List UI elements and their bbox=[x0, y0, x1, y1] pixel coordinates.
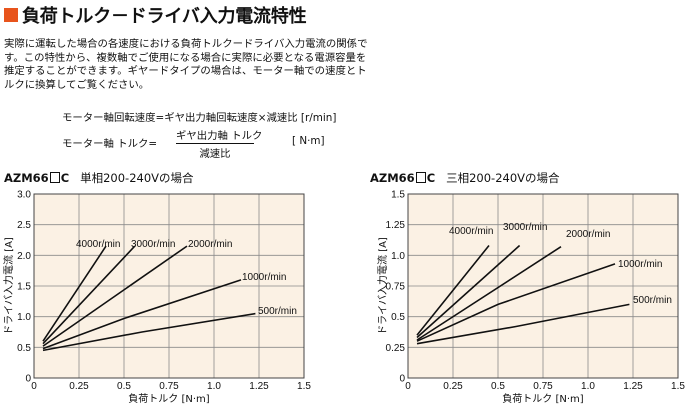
chart-title-desc: 単相200-240Vの場合 bbox=[80, 171, 194, 185]
formula-torque-unit: [ N·m] bbox=[292, 135, 325, 147]
x-tick-label: 0.5 bbox=[117, 381, 131, 392]
plot-border bbox=[33, 193, 305, 379]
chart-title-single-phase: AZM66 C 単相200-240Vの場合 bbox=[4, 170, 194, 186]
chart-title-model: AZM66 bbox=[4, 171, 49, 185]
model-placeholder-box-icon bbox=[415, 172, 426, 183]
formula-torque-denominator: 減速比 bbox=[199, 148, 231, 160]
series-label: 4000r/min bbox=[449, 226, 493, 237]
y-tick-label: 0.5 bbox=[391, 312, 405, 323]
y-axis-label: ドライバ入力電流 [A] bbox=[376, 237, 389, 335]
x-tick-label: 1.25 bbox=[249, 381, 269, 392]
series-line-4000r-min bbox=[416, 244, 490, 336]
y-tick-label: 0.25 bbox=[386, 343, 406, 354]
plot-border bbox=[407, 193, 679, 379]
formula-torque-lhs: モーター軸 トルク= bbox=[62, 138, 158, 150]
y-tick-label: 1.0 bbox=[17, 312, 31, 323]
formula-speed: モーター軸回転速度=ギヤ出力軸回転速度×減速比 [r/min] bbox=[62, 112, 337, 124]
series-line-4000r-min bbox=[42, 245, 107, 342]
series-label: 2000r/min bbox=[566, 229, 610, 240]
y-tick-label: 1.5 bbox=[17, 282, 31, 293]
x-axis-label: 負荷トルク [N·m] bbox=[128, 393, 209, 405]
x-tick-label: 0.25 bbox=[443, 381, 463, 392]
series-label: 3000r/min bbox=[503, 222, 547, 233]
chart-three-phase: 0 0.25 0.5 0.75 1.0 1.25 1.5 0 0.25 0.5 0.75 1.0 1.2… bbox=[376, 190, 685, 405]
chart-title-desc: 三相200-240Vの場合 bbox=[446, 171, 560, 185]
x-tick-label: 0 bbox=[31, 381, 37, 392]
series-label: 3000r/min bbox=[131, 239, 175, 250]
chart-title-model: AZM66 bbox=[370, 171, 415, 185]
x-tick-label: 1.5 bbox=[671, 381, 685, 392]
y-tick-label: 1.0 bbox=[391, 251, 405, 262]
title-marker-icon bbox=[4, 8, 18, 22]
series-line-2000r-min bbox=[416, 246, 562, 341]
x-tick-label: 0.5 bbox=[491, 381, 505, 392]
y-tick-label: 3.0 bbox=[17, 190, 31, 201]
x-tick-label: 1.0 bbox=[581, 381, 595, 392]
chart-title-three-phase: AZM66 C 三相200-240Vの場合 bbox=[370, 170, 560, 186]
series-label: 1000r/min bbox=[242, 272, 286, 283]
series-line-500r-min bbox=[416, 303, 630, 345]
series-label: 500r/min bbox=[258, 306, 297, 317]
series-label: 500r/min bbox=[633, 295, 672, 306]
x-tick-label: 1.25 bbox=[623, 381, 643, 392]
y-tick-label: 1.25 bbox=[386, 220, 406, 231]
y-axis-label: ドライバ入力電流 [A] bbox=[2, 237, 15, 335]
chart-title-suffix: C bbox=[426, 171, 436, 185]
x-tick-label: 1.0 bbox=[207, 381, 221, 392]
chart-single-phase: 0 0.25 0.5 0.75 1.0 1.25 1.5 0 0.5 1.0 1.5 2.0 2.5 3.… bbox=[2, 190, 311, 405]
series-line-3000r-min bbox=[42, 245, 136, 345]
series-line-3000r-min bbox=[416, 244, 521, 339]
series-line-2000r-min bbox=[42, 245, 188, 347]
x-tick-label: 0.75 bbox=[533, 381, 553, 392]
y-tick-label: 0.5 bbox=[17, 343, 31, 354]
series-line-500r-min bbox=[42, 312, 256, 352]
x-tick-label: 0.25 bbox=[69, 381, 89, 392]
x-tick-label: 0.75 bbox=[159, 381, 179, 392]
intro-paragraph: 実際に運転した場合の各速度における負荷トルクードライバ入力電流の関係です。この特… bbox=[4, 38, 368, 91]
y-tick-label: 2.5 bbox=[17, 220, 31, 231]
series-label: 2000r/min bbox=[188, 239, 232, 250]
section-title: 負荷トルク－ドライバ入力電流特性 bbox=[4, 4, 307, 27]
y-tick-label: 0 bbox=[399, 374, 405, 385]
series-line-1000r-min bbox=[42, 279, 242, 350]
x-tick-label: 0 bbox=[405, 381, 411, 392]
chart-title-suffix: C bbox=[60, 171, 70, 185]
section-title-text: 負荷トルク－ドライバ入力電流特性 bbox=[22, 6, 307, 27]
series-label: 4000r/min bbox=[76, 239, 120, 250]
series-label: 1000r/min bbox=[618, 259, 662, 270]
formula-torque-fraction: ギヤ出力軸 トルク 減速比 bbox=[176, 127, 262, 160]
y-tick-label: 2.0 bbox=[17, 251, 31, 262]
y-tick-label: 0 bbox=[25, 374, 31, 385]
x-axis-label: 負荷トルク [N·m] bbox=[502, 393, 583, 405]
x-tick-label: 1.5 bbox=[297, 381, 311, 392]
y-tick-label: 1.5 bbox=[391, 190, 405, 201]
model-placeholder-box-icon bbox=[49, 172, 60, 183]
y-tick-label: 0.75 bbox=[386, 282, 406, 293]
formula-torque-numerator: ギヤ出力軸 トルク bbox=[176, 127, 262, 144]
series-line-1000r-min bbox=[416, 263, 616, 342]
